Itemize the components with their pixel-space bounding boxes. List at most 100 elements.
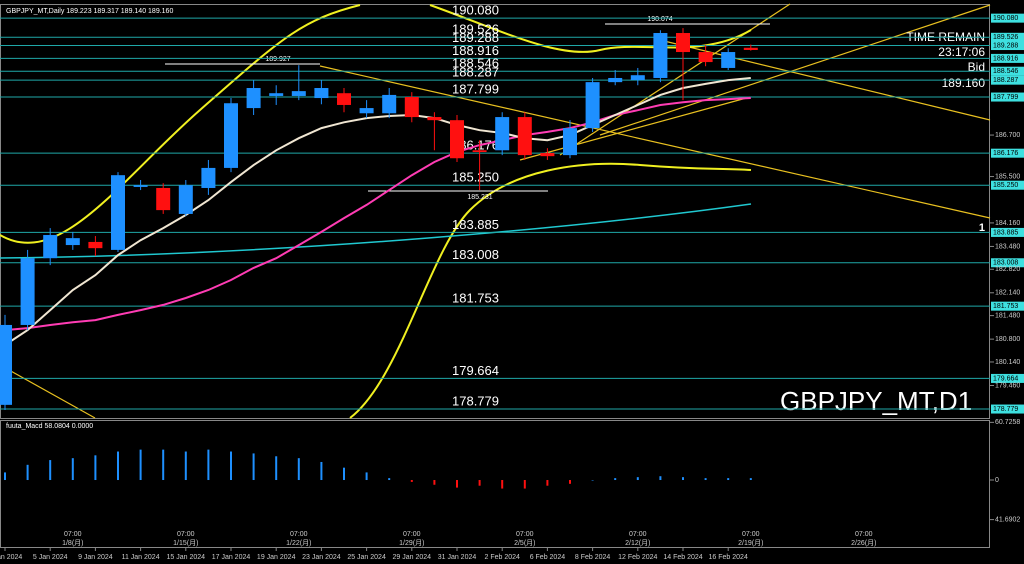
candle-body [43,235,58,259]
candle-body [382,94,397,114]
histogram-bar [456,480,458,488]
candle-body [88,241,103,249]
histogram-bar [94,455,97,481]
price-level-box [991,373,1024,383]
price-level-label: 189.288 [452,30,499,45]
price-level-label: 183.008 [452,247,499,262]
candle-body [517,117,532,156]
price-level-box [991,258,1024,268]
week-date: 2/26(月) [851,539,876,547]
candle-body [156,187,171,211]
price-level-box-label: 190.080 [993,15,1018,22]
week-time: 07:00 [290,531,308,538]
histogram-bar [478,480,481,486]
x-tick-label: 23 Jan 2024 [302,554,341,561]
week-time: 07:00 [629,531,647,538]
candle-body [291,91,306,96]
week-date: 1/29(月) [399,539,424,547]
annotation: 189.927 [265,56,290,63]
bid-label: Bid [968,60,985,74]
week-time: 07:00 [403,531,421,538]
candle-body [133,185,148,187]
histogram-bar [162,449,165,481]
candle-body [178,185,193,214]
y-tick-label: 179.460 [995,382,1020,389]
histogram-bar [636,477,639,481]
moving-average [4,77,751,346]
price-level-box [991,75,1024,85]
histogram-bar [704,478,707,481]
annotation: 1 [979,222,985,234]
y-tick-label: 182.140 [995,290,1020,297]
candle-body [585,82,600,129]
histogram-bar [501,480,504,489]
x-tick-label: 12 Feb 2024 [618,554,657,561]
price-level-label: 188.287 [452,65,499,80]
candle-body [337,93,351,105]
x-tick-label: 16 Feb 2024 [709,554,748,561]
histogram-bar [433,480,436,485]
histogram-bar [320,461,323,481]
histogram-bar [230,451,232,481]
histogram-bar [26,464,29,481]
histogram-bar [659,476,662,481]
price-level-box-label: 188.546 [993,68,1018,75]
week-time: 07:00 [64,531,82,538]
week-date: 1/15(月) [173,539,198,547]
histogram-bar [71,458,74,481]
candle-body [314,88,329,99]
x-tick-label: 29 Jan 2024 [393,554,432,561]
x-tick-label: 25 Jan 2024 [347,554,386,561]
histogram-bar [343,467,345,481]
price-level-box-label: 189.288 [993,42,1018,49]
histogram-bar [49,460,52,481]
candle-body [427,117,442,121]
price-level-label: 178.779 [452,393,499,408]
histogram-bar [207,449,210,481]
candle-body [269,93,284,96]
watermark: GBPJPY_MT,D1 [780,386,972,416]
bid-value: 189.160 [942,76,986,90]
histogram-bar [569,480,571,484]
x-tick-label: 3 Jan 2024 [0,554,22,561]
annotation: 185.231 [467,194,492,201]
y-tick-label: 185.500 [995,173,1020,180]
histogram-bar [184,451,187,481]
price-level-label: 181.753 [452,291,499,306]
price-level-box-label: 179.664 [993,375,1018,382]
candle-body [653,33,668,78]
x-tick-label: 15 Jan 2024 [167,554,206,561]
week-date: 2/19(月) [738,539,763,547]
price-level-box [991,41,1024,51]
x-tick-label: 17 Jan 2024 [212,554,251,561]
week-time: 07:00 [742,531,760,538]
x-tick-label: 31 Jan 2024 [438,554,477,561]
price-level-box [991,404,1024,414]
y-tick-label: 181.480 [995,312,1020,319]
x-tick-label: 11 Jan 2024 [122,554,160,561]
chart-title: GBPJPY_MT,Daily 189.223 189.317 189.140 … [6,8,173,15]
price-level-box [991,301,1024,311]
y-tick-label: 183.480 [995,243,1020,250]
week-time: 07:00 [855,531,873,538]
y-tick-label: 180.140 [995,359,1020,366]
y-tick-label: 0 [995,477,999,484]
price-level-box [991,148,1024,158]
price-level-box-label: 183.008 [993,260,1018,267]
price-level-box [991,32,1024,42]
price-level-box-label: 181.753 [993,303,1018,310]
y-tick-label: 41.6902 [995,516,1020,523]
price-level-box [991,66,1024,76]
price-level-box [991,227,1024,237]
histogram-bar [297,458,300,481]
price-level-box-label: 178.779 [993,406,1018,413]
x-tick-label: 5 Jan 2024 [33,554,68,561]
histogram-bar [275,456,278,481]
candle-body [404,97,419,118]
price-level-box-label: 186.176 [993,150,1018,157]
candle-body [630,75,645,81]
price-level-label: 187.799 [452,81,499,96]
histogram-bar [252,453,255,481]
candle-body [472,150,487,153]
